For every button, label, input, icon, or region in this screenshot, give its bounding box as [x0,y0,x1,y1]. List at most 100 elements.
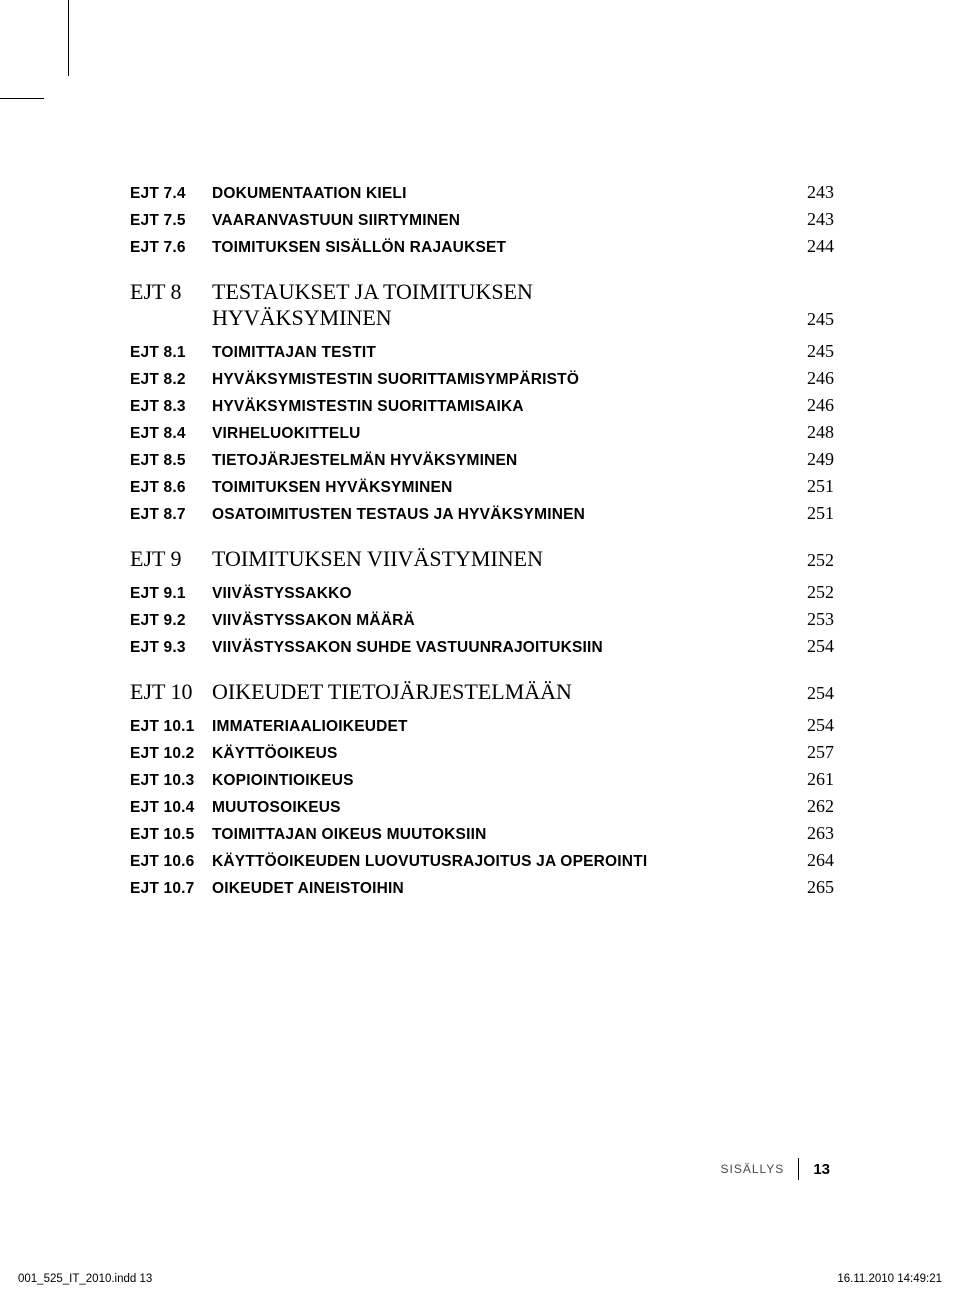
indd-timestamp: 16.11.2010 14:49:21 [837,1273,942,1285]
toc-page: 264 [774,850,834,871]
toc-row: EJT 10.3 KOPIOINTIOIKEUS 261 [130,769,834,790]
toc-page: 249 [774,449,834,470]
toc-page: 252 [774,582,834,603]
toc-row: EJT 10.2 KÄYTTÖOIKEUS 257 [130,742,834,763]
toc-page: 265 [774,877,834,898]
toc-row: EJT 10.4 MUUTOSOIKEUS 262 [130,796,834,817]
toc-page: 243 [774,209,834,230]
indd-file: 001_525_IT_2010.indd 13 [18,1273,152,1285]
toc-code: EJT 7.6 [130,239,212,257]
toc-code: EJT 7.5 [130,212,212,230]
toc-section-code: EJT 10 [130,679,212,705]
toc-title: KÄYTTÖOIKEUDEN LUOVUTUSRAJOITUS JA OPERO… [212,853,774,871]
toc-row: EJT 7.5 VAARANVASTUUN SIIRTYMINEN 243 [130,209,834,230]
toc-title: TOIMITTAJAN TESTIT [212,344,774,362]
toc-code: EJT 8.1 [130,344,212,362]
toc-code: EJT 10.3 [130,772,212,790]
toc-row: EJT 9.2 VIIVÄSTYSSAKON MÄÄRÄ 253 [130,609,834,630]
toc-page: 262 [774,796,834,817]
toc-row: EJT 7.6 TOIMITUKSEN SISÄLLÖN RAJAUKSET 2… [130,236,834,257]
toc-row: EJT 10.5 TOIMITTAJAN OIKEUS MUUTOKSIIN 2… [130,823,834,844]
toc-code: EJT 9.3 [130,639,212,657]
toc-code: EJT 10.4 [130,799,212,817]
toc-code: EJT 8.6 [130,479,212,497]
toc-page: 251 [774,503,834,524]
toc-section-title: TESTAUKSET JA TOIMITUKSEN [212,279,834,305]
toc-page: 257 [774,742,834,763]
page-footer: SISÄLLYS 13 [721,1158,831,1180]
toc-row: EJT 8.6 TOIMITUKSEN HYVÄKSYMINEN 251 [130,476,834,497]
toc-title: HYVÄKSYMISTESTIN SUORITTAMISYMPÄRISTÖ [212,371,774,389]
toc-title: TOIMITUKSEN SISÄLLÖN RAJAUKSET [212,239,774,257]
toc-row: EJT 8.5 TIETOJÄRJESTELMÄN HYVÄKSYMINEN 2… [130,449,834,470]
toc-section-page: 252 [774,550,834,571]
toc-section: EJT 8 TESTAUKSET JA TOIMITUKSEN HYVÄKSYM… [130,279,834,331]
footer-separator [798,1158,799,1180]
toc-page: 244 [774,236,834,257]
toc-row: EJT 7.4 DOKUMENTAATION KIELI 243 [130,182,834,203]
toc-title: OSATOIMITUSTEN TESTAUS JA HYVÄKSYMINEN [212,506,774,524]
toc-title: TOIMITTAJAN OIKEUS MUUTOKSIIN [212,826,774,844]
toc-title: DOKUMENTAATION KIELI [212,185,774,203]
toc-row: EJT 10.1 IMMATERIAALIOIKEUDET 254 [130,715,834,736]
toc-page: 261 [774,769,834,790]
toc-code: EJT 8.7 [130,506,212,524]
toc-row: EJT 10.7 OIKEUDET AINEISTOIHIN 265 [130,877,834,898]
toc-page: 246 [774,395,834,416]
toc-section-code: EJT 9 [130,546,212,572]
toc-page: 251 [774,476,834,497]
toc-page: 248 [774,422,834,443]
crop-mark-vertical [68,0,69,76]
footer-page-number: 13 [813,1161,830,1178]
toc-code: EJT 10.6 [130,853,212,871]
toc-code: EJT 9.2 [130,612,212,630]
toc-page: 246 [774,368,834,389]
toc-title: KOPIOINTIOIKEUS [212,772,774,790]
toc-section-title: OIKEUDET TIETOJÄRJESTELMÄÄN [212,679,774,705]
toc-code: EJT 9.1 [130,585,212,603]
toc-title: VIIVÄSTYSSAKON MÄÄRÄ [212,612,774,630]
toc-row: EJT 8.2 HYVÄKSYMISTESTIN SUORITTAMISYMPÄ… [130,368,834,389]
toc-title: HYVÄKSYMISTESTIN SUORITTAMISAIKA [212,398,774,416]
toc-page: 263 [774,823,834,844]
toc-row: EJT 8.3 HYVÄKSYMISTESTIN SUORITTAMISAIKA… [130,395,834,416]
toc-title: VIRHELUOKITTELU [212,425,774,443]
toc-page: 254 [774,636,834,657]
toc-code: EJT 10.1 [130,718,212,736]
toc-code: EJT 8.4 [130,425,212,443]
toc-page: 253 [774,609,834,630]
toc-row: EJT 9.1 VIIVÄSTYSSAKKO 252 [130,582,834,603]
toc-page: 245 [774,341,834,362]
toc-section-page: 254 [774,683,834,704]
toc-section-code: EJT 8 [130,279,212,305]
toc-title: OIKEUDET AINEISTOIHIN [212,880,774,898]
toc-code: EJT 7.4 [130,185,212,203]
toc-title: VAARANVASTUUN SIIRTYMINEN [212,212,774,230]
toc-title: TIETOJÄRJESTELMÄN HYVÄKSYMINEN [212,452,774,470]
toc-section-page: 245 [774,309,834,330]
toc-title: VIIVÄSTYSSAKKO [212,585,774,603]
toc-code: EJT 10.2 [130,745,212,763]
toc-section-title: TOIMITUKSEN VIIVÄSTYMINEN [212,546,774,572]
toc-code: EJT 10.5 [130,826,212,844]
toc-title: KÄYTTÖOIKEUS [212,745,774,763]
toc-title: TOIMITUKSEN HYVÄKSYMINEN [212,479,774,497]
toc-page: 254 [774,715,834,736]
toc-content: EJT 7.4 DOKUMENTAATION KIELI 243 EJT 7.5… [130,182,834,904]
crop-mark-horizontal [0,98,44,99]
toc-title: VIIVÄSTYSSAKON SUHDE VASTUUNRAJOITUKSIIN [212,639,774,657]
toc-code: EJT 10.7 [130,880,212,898]
toc-row: EJT 8.7 OSATOIMITUSTEN TESTAUS JA HYVÄKS… [130,503,834,524]
toc-section: EJT 9 TOIMITUKSEN VIIVÄSTYMINEN 252 [130,546,834,572]
toc-row: EJT 8.4 VIRHELUOKITTELU 248 [130,422,834,443]
footer-section-label: SISÄLLYS [721,1162,785,1176]
toc-code: EJT 8.3 [130,398,212,416]
toc-section: EJT 10 OIKEUDET TIETOJÄRJESTELMÄÄN 254 [130,679,834,705]
toc-code: EJT 8.5 [130,452,212,470]
toc-title: IMMATERIAALIOIKEUDET [212,718,774,736]
toc-title: MUUTOSOIKEUS [212,799,774,817]
toc-code: EJT 8.2 [130,371,212,389]
toc-row: EJT 9.3 VIIVÄSTYSSAKON SUHDE VASTUUNRAJO… [130,636,834,657]
toc-page: 243 [774,182,834,203]
toc-section-title: HYVÄKSYMINEN [212,305,392,331]
